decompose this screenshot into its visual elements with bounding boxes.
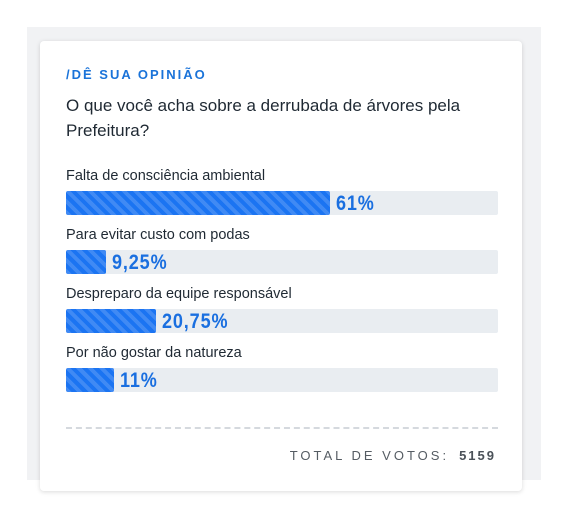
poll-option-label: Despreparo da equipe responsável [66, 286, 292, 302]
poll-option[interactable]: Falta de consciência ambiental 61% [66, 166, 498, 215]
total-votes-label: TOTAL DE VOTOS: [289, 448, 450, 463]
poll-option-label: Por não gostar da natureza [66, 345, 242, 361]
poll-card: /DÊ SUA OPINIÃO O que você acha sobre a … [40, 41, 522, 491]
footer-divider [66, 427, 498, 429]
poll-option-label: Falta de consciência ambiental [66, 168, 266, 184]
poll-option-bar-track: 61% [66, 191, 498, 215]
poll-option-bar-fill [66, 191, 330, 215]
poll-option-bar-track: 9,25% [66, 250, 498, 274]
poll-question: O que você acha sobre a derrubada de árv… [66, 96, 461, 140]
poll-option-label: Para evitar custo com podas [66, 227, 250, 243]
poll-option[interactable]: Para evitar custo com podas 9,25% [66, 225, 498, 274]
total-votes: TOTAL DE VOTOS: 5159 [290, 448, 496, 463]
poll-option-bar-track: 11% [66, 368, 498, 392]
poll-kicker: /DÊ SUA OPINIÃO [66, 67, 207, 82]
poll-option-bar-fill [66, 250, 106, 274]
poll-option[interactable]: Despreparo da equipe responsável 20,75% [66, 284, 498, 333]
poll-option-percent: 9,25% [112, 251, 168, 274]
poll-option[interactable]: Por não gostar da natureza 11% [66, 343, 498, 392]
total-votes-count: 5159 [459, 448, 496, 463]
poll-option-percent: 11% [120, 369, 158, 392]
poll-option-bar-fill [66, 309, 156, 333]
poll-option-percent: 20,75% [162, 310, 229, 333]
poll-option-bar-track: 20,75% [66, 309, 498, 333]
poll-option-percent: 61% [336, 192, 375, 215]
poll-option-bar-fill [66, 368, 114, 392]
